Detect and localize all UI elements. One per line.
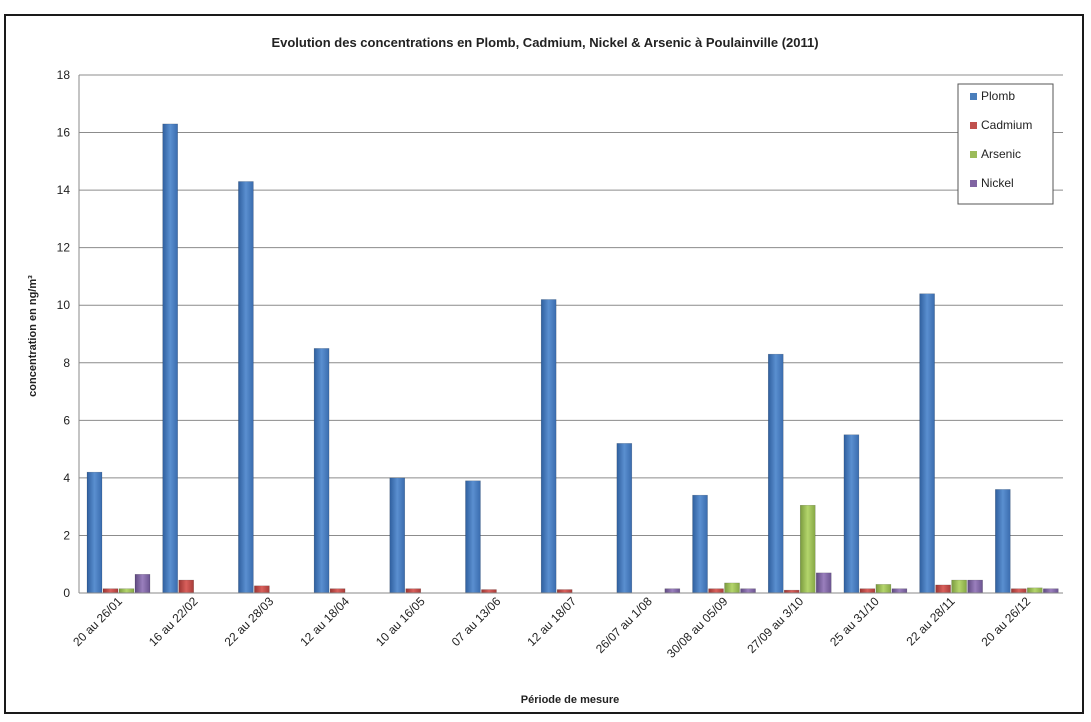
x-tick-label: 12 au 18/04 — [297, 594, 352, 649]
y-tick-label: 14 — [57, 183, 71, 197]
y-tick-label: 10 — [57, 298, 71, 312]
y-tick-label: 16 — [57, 126, 71, 140]
legend-swatch-nickel — [970, 180, 977, 187]
bar-nickel — [815, 572, 832, 594]
bar-arsenic — [1027, 587, 1043, 594]
bar-cadmium — [556, 589, 573, 594]
x-tick-label: 30/08 au 05/09 — [664, 594, 731, 661]
bar-plomb — [995, 489, 1011, 594]
bar-cadmium — [254, 585, 270, 594]
bar-nickel — [134, 574, 151, 594]
y-tick-label: 8 — [63, 356, 70, 370]
bar-plomb — [540, 299, 557, 594]
bar-cadmium — [859, 588, 876, 594]
bar-cadmium — [102, 588, 119, 594]
bar-cadmium — [708, 588, 724, 594]
gridlines — [79, 74, 1063, 536]
bar-cadmium — [935, 584, 951, 594]
bar-plomb — [389, 477, 406, 594]
x-axis-label: Période de mesure — [521, 694, 619, 706]
y-tick-label: 4 — [63, 471, 70, 485]
legend-label-plomb: Plomb — [981, 89, 1015, 103]
x-tick-label: 22 au 28/03 — [222, 594, 277, 649]
bar-arsenic — [118, 588, 135, 594]
legend-swatch-arsenic — [970, 151, 977, 158]
y-axis-label: concentration en ng/m³ — [27, 275, 39, 397]
bar-arsenic — [951, 579, 967, 594]
bar-plomb — [843, 434, 860, 594]
y-tick-label: 0 — [63, 586, 70, 600]
bar-nickel — [1043, 588, 1059, 594]
y-tick-label: 18 — [57, 68, 71, 82]
bar-nickel — [740, 588, 756, 594]
x-tick-label: 22 au 28/11 — [903, 594, 957, 648]
bar-plomb — [692, 494, 708, 594]
x-tick-label: 16 au 22/02 — [146, 594, 201, 649]
legend-swatch-plomb — [970, 93, 977, 100]
x-axis-ticks: 20 au 26/01 16 au 22/02 22 au 28/03 12 au 1… — [70, 594, 1033, 661]
bars — [86, 123, 1059, 594]
y-tick-label: 12 — [57, 241, 71, 255]
bar-cadmium — [329, 588, 346, 594]
x-tick-label: 26/07 au 1/08 — [593, 594, 655, 656]
legend-swatch-cadmium — [970, 122, 977, 129]
bar-nickel — [967, 579, 983, 594]
bar-cadmium — [405, 588, 422, 594]
bar-nickel — [664, 588, 681, 594]
bar-plomb — [767, 353, 784, 594]
legend-label-nickel: Nickel — [981, 176, 1014, 190]
bar-arsenic — [799, 504, 816, 594]
x-tick-label: 20 au 26/12 — [979, 594, 1034, 649]
bar-cadmium — [1011, 588, 1027, 594]
x-tick-label: 27/09 au 3/10 — [744, 594, 806, 656]
x-tick-label: 07 au 13/06 — [449, 594, 504, 649]
bar-arsenic — [724, 582, 740, 594]
bar-nickel — [891, 588, 908, 594]
bar-arsenic — [875, 584, 892, 594]
legend: Plomb Cadmium Arsenic Nickel — [957, 83, 1054, 205]
bar-plomb — [616, 443, 633, 594]
legend-label-arsenic: Arsenic — [981, 147, 1021, 161]
x-tick-label: 20 au 26/01 — [70, 594, 125, 649]
bar-plomb — [465, 480, 481, 594]
chart-title: Evolution des concentrations en Plomb, C… — [271, 35, 818, 50]
bar-plomb — [162, 123, 178, 594]
bar-plomb — [313, 348, 330, 594]
x-tick-label: 25 au 31/10 — [827, 594, 882, 649]
x-tick-label: 12 au 18/07 — [524, 594, 579, 649]
y-tick-label: 6 — [63, 413, 70, 427]
bar-plomb — [919, 293, 935, 594]
x-tick-label: 10 au 16/05 — [373, 594, 428, 649]
legend-label-cadmium: Cadmium — [981, 118, 1032, 132]
bar-cadmium — [178, 579, 194, 594]
bar-plomb — [86, 471, 103, 594]
y-axis-ticks: 0 2 4 6 8 10 12 14 16 18 — [57, 68, 71, 600]
bar-plomb — [238, 181, 254, 594]
bar-cadmium — [481, 589, 497, 594]
y-tick-label: 2 — [63, 528, 70, 542]
